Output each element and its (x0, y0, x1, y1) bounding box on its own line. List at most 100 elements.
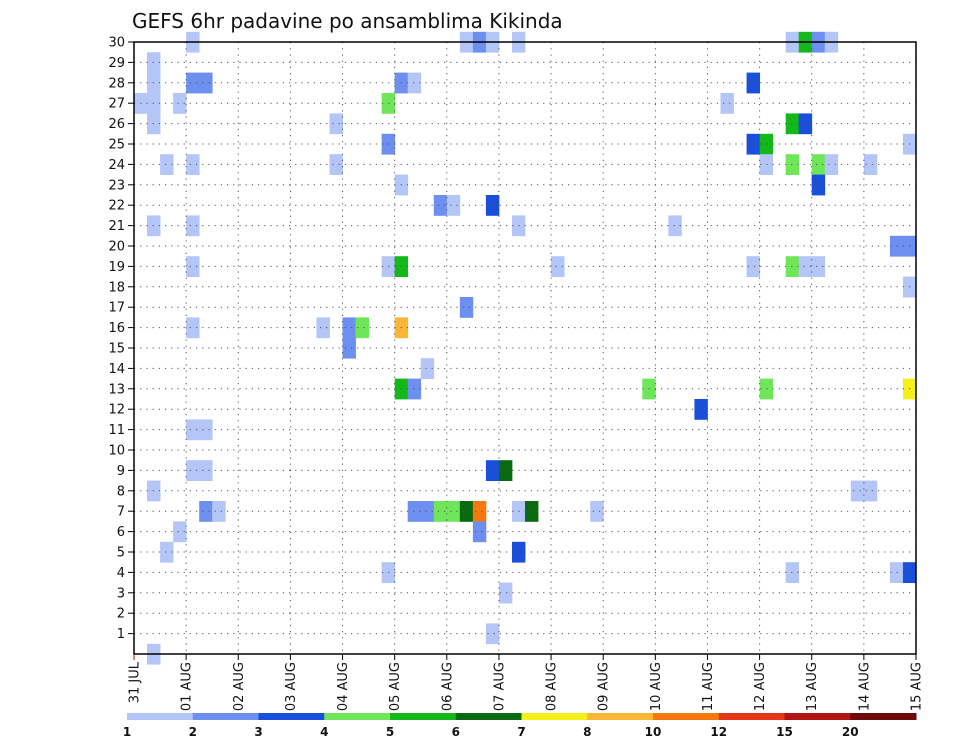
x-tick-label: 01 AUG (180, 662, 195, 711)
x-tick-label: 06 AUG (440, 662, 455, 711)
colorbar-swatch (127, 713, 194, 720)
y-tick-label: 29 (108, 56, 125, 71)
precip-cell (316, 317, 330, 339)
precip-cell (407, 501, 422, 522)
colorbar-swatch (718, 713, 785, 720)
colorbar-swatch (455, 713, 522, 720)
precip-cell (811, 154, 826, 175)
colorbar-label: 8 (583, 725, 591, 739)
y-axis: 1234567891011121314151617181920212223242… (108, 36, 134, 642)
precip-cell (433, 501, 448, 522)
precip-cell (759, 133, 774, 155)
y-tick-label: 5 (117, 546, 125, 561)
colorbar-label: 12 (710, 725, 727, 739)
x-tick-label: 09 AUG (597, 662, 612, 711)
precip-cell (199, 419, 213, 441)
y-tick-label: 25 (108, 138, 125, 153)
x-tick-label: 10 AUG (649, 662, 664, 711)
chart-title: GEFS 6hr padavine po ansamblima Kikinda (132, 9, 563, 33)
precip-cell (590, 501, 604, 522)
y-tick-label: 28 (108, 76, 125, 91)
y-tick-label: 21 (108, 219, 125, 234)
precip-cell (186, 460, 200, 481)
y-tick-label: 24 (108, 158, 125, 173)
y-tick-label: 4 (117, 566, 125, 581)
x-tick-label: 05 AUG (388, 662, 403, 711)
y-tick-label: 11 (108, 423, 125, 438)
colorbar-swatch (390, 713, 457, 720)
precip-cell (759, 378, 774, 400)
precip-cell (746, 133, 760, 155)
x-tick-label: 03 AUG (284, 662, 299, 711)
precip-cell (485, 623, 500, 645)
x-tick-label: 13 AUG (805, 662, 820, 711)
colorbar-swatch (653, 713, 720, 720)
precip-cell (811, 256, 826, 277)
precip-cell (173, 521, 187, 543)
precip-cell (551, 256, 565, 277)
precip-cell (407, 72, 422, 94)
y-tick-label: 13 (108, 382, 125, 397)
precip-cell (720, 93, 734, 114)
x-axis: 31 JUL 01 AUG 02 AUG 03 AUG 04 AUG 05 AUG 06 A… (128, 654, 925, 711)
y-tick-label: 30 (108, 36, 125, 51)
precip-cell (186, 72, 200, 94)
colorbar-label: 15 (776, 725, 793, 739)
colorbar-label: 5 (386, 725, 394, 739)
precip-cell (446, 195, 461, 216)
precip-cell (824, 154, 839, 175)
precip-cell (160, 541, 174, 563)
x-tick-label: 11 AUG (701, 662, 716, 711)
precip-cell (160, 154, 174, 175)
precip-cell (186, 215, 200, 237)
colorbar-swatch (324, 713, 391, 720)
grid-lines (134, 42, 916, 654)
precip-cell (342, 337, 356, 359)
y-tick-label: 23 (108, 178, 125, 193)
x-tick-label: 12 AUG (753, 662, 768, 711)
precip-cell (798, 256, 813, 277)
precip-cell (498, 582, 513, 604)
precip-cell (746, 256, 760, 277)
precip-cell (342, 317, 356, 339)
precip-cell (472, 501, 487, 522)
y-tick-label: 22 (108, 199, 125, 214)
precip-cell (173, 93, 187, 114)
precip-cell (485, 460, 500, 481)
precip-cell (459, 501, 474, 522)
y-tick-label: 16 (108, 321, 125, 336)
y-tick-label: 9 (117, 464, 125, 479)
precip-cell (186, 256, 200, 277)
y-tick-label: 7 (117, 505, 125, 520)
precip-cell (420, 501, 435, 522)
precip-cell (668, 215, 682, 237)
y-tick-label: 8 (117, 484, 125, 499)
y-tick-label: 15 (108, 342, 125, 357)
colorbar-swatch (784, 713, 851, 720)
y-tick-label: 14 (108, 362, 125, 377)
colorbar-label: 2 (189, 725, 197, 739)
precip-cell (186, 419, 200, 441)
y-tick-label: 18 (108, 280, 125, 295)
y-tick-label: 6 (117, 525, 125, 540)
y-tick-label: 17 (108, 301, 125, 316)
y-tick-label: 19 (108, 260, 125, 275)
precip-cell (433, 195, 448, 216)
colorbar-swatch (587, 713, 654, 720)
x-tick-label: 31 JUL (128, 661, 143, 703)
precip-cell (746, 72, 760, 94)
colorbar-label: 6 (452, 725, 460, 739)
colorbar-label: 7 (517, 725, 525, 739)
precip-cell (850, 480, 865, 502)
x-tick-label: 04 AUG (336, 662, 351, 711)
y-tick-label: 3 (117, 586, 125, 601)
precip-cell (199, 72, 213, 94)
precip-cell (472, 521, 487, 543)
y-tick-label: 20 (108, 240, 125, 255)
y-tick-label: 27 (108, 97, 125, 112)
colorbar: 1 2 3 4 5 6 7 8 10 12 15 20 (123, 713, 917, 739)
y-tick-label: 26 (108, 117, 125, 132)
y-tick-label: 2 (117, 607, 125, 622)
precip-cell (329, 154, 343, 175)
colorbar-label: 1 (123, 725, 131, 739)
